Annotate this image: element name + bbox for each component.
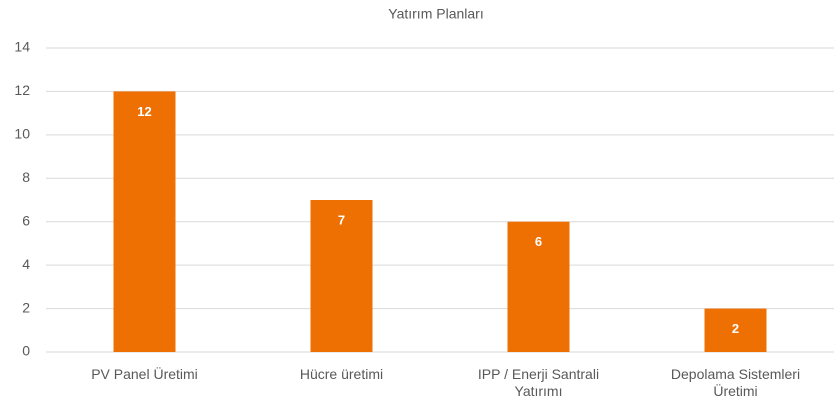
x-tick-label: IPP / Enerji Santrali Yatırımı [477, 366, 600, 399]
data-label: 7 [338, 212, 345, 227]
y-tick-label: 10 [14, 126, 30, 142]
y-tick-label: 2 [22, 299, 30, 315]
y-tick-label: 6 [22, 212, 30, 228]
bar [113, 91, 176, 352]
bar [507, 221, 570, 352]
data-label: 6 [535, 234, 542, 249]
x-tick-label: Hücre üretimi [299, 366, 384, 382]
x-tick-label: Depolama Sistemleri Üretimi [670, 366, 801, 399]
data-label: 2 [732, 321, 739, 336]
data-label: 12 [137, 104, 151, 119]
chart-title: Yatırım Planları [388, 6, 483, 22]
y-tick-label: 0 [22, 343, 30, 359]
bar [310, 200, 373, 352]
y-tick-label: 12 [14, 82, 30, 98]
bar [704, 308, 767, 352]
y-tick-label: 14 [14, 39, 30, 55]
x-tick-label: PV Panel Üretimi [91, 366, 198, 382]
y-tick-label: 8 [22, 169, 30, 185]
y-tick-label: 4 [22, 256, 30, 272]
